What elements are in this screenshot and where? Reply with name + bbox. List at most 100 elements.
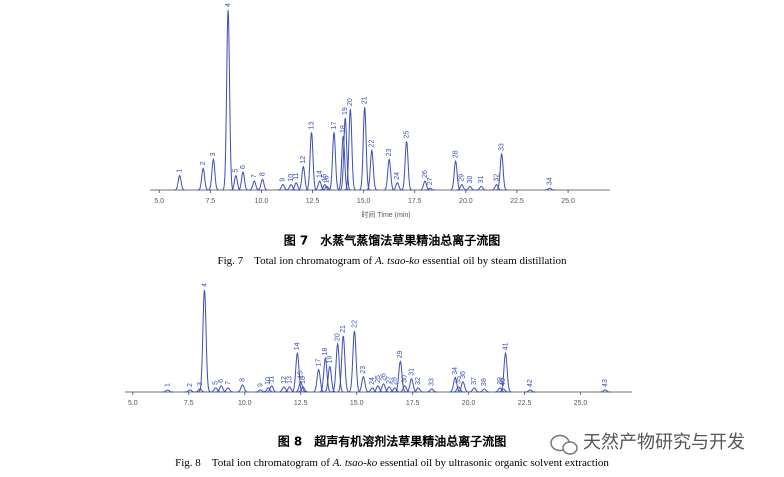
peak-label: 19: [327, 356, 334, 364]
peak: [207, 158, 220, 191]
peak: [277, 386, 291, 393]
peak-label: 17: [315, 359, 322, 367]
x-tick-label: 5.0: [128, 400, 138, 407]
caption-part: essential oil by ultrasonic organic solv…: [377, 457, 609, 469]
peak: [312, 368, 325, 393]
peak-label: 10: [288, 174, 295, 182]
peak: [197, 167, 209, 191]
peak: [452, 386, 465, 393]
peak-label: 43: [602, 379, 609, 387]
peak-label: 5: [233, 169, 240, 173]
peak: [161, 389, 174, 393]
peak: [475, 185, 487, 191]
peak-label: 42: [527, 379, 534, 387]
peak: [456, 184, 468, 191]
peak: [366, 387, 379, 393]
peak-label: 21: [362, 96, 369, 104]
caption-cn: 图 8 超声有机溶剂法草果精油总离子流图: [278, 434, 507, 449]
peak-label: 16: [300, 376, 307, 384]
peak-label: 40: [500, 378, 507, 386]
peak-label: 31: [478, 176, 485, 184]
peak-label: 15: [322, 174, 329, 182]
peak-label: 2: [200, 161, 207, 165]
peak-label: 14: [317, 170, 324, 178]
peak-label: 32: [493, 174, 500, 182]
peak-label: 27: [386, 376, 393, 384]
x-tick-label: 15.0: [350, 400, 364, 407]
x-tick-label: 25.0: [561, 198, 575, 205]
peak: [382, 386, 396, 393]
peak-label: 4: [201, 283, 208, 287]
peak-label: 21: [340, 325, 347, 333]
peak-label: 17: [331, 122, 338, 130]
peak-label: 10: [265, 377, 272, 385]
peak-label: 20: [347, 98, 354, 106]
peak: [383, 158, 395, 191]
peak-label: 29: [459, 174, 466, 182]
peak-label: 9: [280, 178, 287, 182]
caption-part: Fig. 7 Total ion chromatogram of: [217, 255, 374, 267]
x-tick-label: 10.0: [238, 400, 252, 407]
peak: [377, 383, 390, 393]
x-tick-label: 15.0: [357, 198, 371, 205]
peak: [478, 388, 491, 393]
peak-label: 36: [460, 371, 467, 379]
peak: [400, 141, 413, 191]
peak-label: 28: [392, 377, 399, 385]
peak-label: 13: [286, 376, 293, 384]
peak-label: 22: [351, 320, 358, 328]
peak: [411, 387, 425, 393]
peak: [419, 180, 431, 191]
peak: [543, 187, 556, 191]
peak-label: 12: [281, 376, 288, 384]
peak: [497, 388, 510, 393]
peak-label: 18: [340, 125, 347, 133]
peak-label: 5: [212, 381, 219, 385]
peak-label: 4: [225, 3, 232, 7]
peak-label: 7: [251, 174, 258, 178]
peak: [337, 135, 349, 191]
peak-label: 24: [394, 172, 401, 180]
peak-label: 23: [386, 149, 393, 157]
peak: [321, 185, 333, 191]
peak-label: 8: [239, 378, 246, 382]
peak-label: 31: [408, 368, 415, 376]
caption-part: A. tsao-ko: [374, 255, 420, 267]
peak: [277, 184, 289, 191]
peak: [294, 381, 307, 393]
caption-cn: 图 7 水蒸气蒸馏法草果精油总离子流图: [284, 233, 501, 248]
x-tick-label: 20.0: [462, 400, 476, 407]
peak-label: 1: [176, 169, 183, 173]
peak: [490, 184, 503, 191]
peak-label: 8: [259, 172, 266, 176]
peak: [357, 375, 370, 393]
peak: [319, 356, 332, 393]
x-tick-label: 22.5: [518, 400, 532, 407]
peak-label: 18: [322, 347, 329, 355]
peak: [323, 365, 337, 393]
peak: [331, 342, 344, 393]
peak: [464, 185, 476, 191]
peak-label: 15: [298, 371, 305, 379]
peak-label: 14: [294, 342, 301, 350]
peak: [495, 152, 508, 191]
caption-part: essential oil by steam distillation: [420, 255, 567, 267]
caption-part: A. tsao-ko: [332, 457, 378, 469]
peak: [209, 387, 222, 393]
peak-label: 12: [300, 156, 307, 164]
x-tick-label: 10.0: [255, 198, 269, 205]
x-tick-label: 5.0: [154, 198, 164, 205]
peak: [237, 171, 249, 191]
peak: [173, 174, 186, 191]
peak-label: 11: [268, 376, 275, 383]
watermark-icon: [550, 434, 578, 455]
peak-label: 2: [187, 383, 194, 387]
peak: [214, 385, 228, 393]
peak-label: 22: [369, 140, 376, 148]
x-tick-label: 17.5: [408, 198, 422, 205]
peak: [265, 385, 278, 393]
peak-label: 3: [210, 152, 217, 156]
peak-label: 9: [257, 383, 264, 387]
peak-label: 20: [334, 333, 341, 341]
